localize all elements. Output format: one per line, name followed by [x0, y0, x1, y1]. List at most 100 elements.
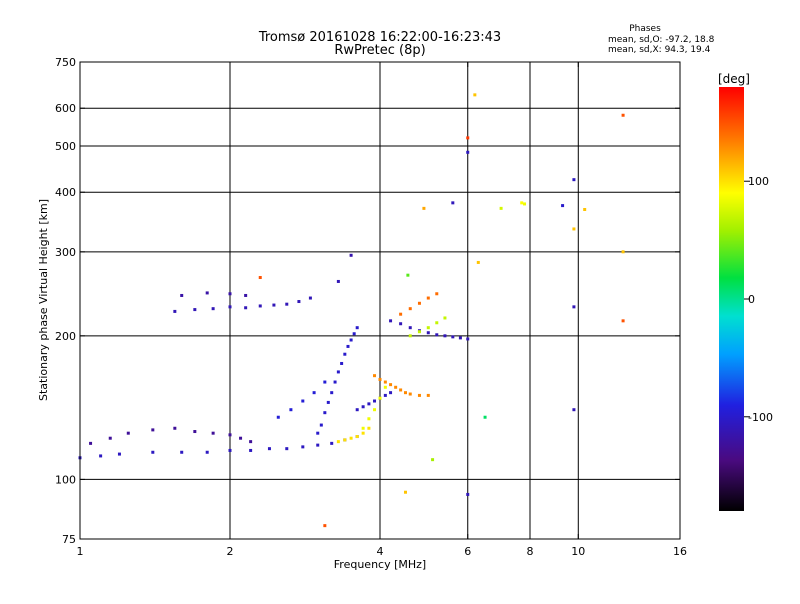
data-point [349, 338, 353, 342]
data-point [180, 293, 184, 297]
colorbar [719, 87, 744, 511]
data-point [483, 415, 487, 419]
data-point [426, 331, 430, 335]
grid [80, 62, 680, 539]
data-point [426, 326, 430, 330]
chart-subtitle: RwPretec (8p) [334, 43, 425, 58]
data-point [258, 276, 262, 280]
data-point [330, 391, 334, 395]
data-point [228, 433, 232, 437]
y-tick-label: 300 [55, 246, 76, 259]
data-point [466, 492, 470, 496]
data-point [336, 440, 340, 444]
data-point [383, 385, 387, 389]
data-point [346, 344, 350, 348]
data-point [435, 321, 439, 325]
data-point [399, 388, 403, 392]
data-point [349, 436, 353, 440]
data-point [352, 332, 356, 336]
data-point [572, 305, 576, 309]
colorbar-label: [deg] [718, 72, 750, 86]
data-point [466, 150, 470, 154]
data-point [520, 201, 524, 205]
data-point [403, 490, 407, 494]
chart-title: Tromsø 20161028 16:22:00-16:23:43 [258, 30, 501, 45]
data-point [99, 454, 103, 458]
data-point [301, 399, 305, 403]
data-point [323, 380, 327, 384]
data-point [458, 336, 462, 340]
x-tick-label: 16 [673, 545, 687, 558]
x-tick-label: 1 [77, 545, 84, 558]
data-point [333, 380, 337, 384]
data-points [78, 93, 625, 528]
data-point [367, 426, 371, 430]
y-tick-label: 100 [55, 473, 76, 486]
data-point [355, 326, 359, 330]
data-point [451, 201, 455, 205]
data-point [361, 426, 365, 430]
data-point [621, 113, 625, 117]
data-point [289, 408, 293, 412]
y-tick-label: 600 [55, 102, 76, 115]
data-point [355, 408, 359, 412]
data-point [267, 447, 271, 451]
data-point [561, 204, 565, 208]
data-point [621, 319, 625, 323]
data-point [466, 136, 470, 140]
data-point [180, 450, 184, 454]
data-point [435, 292, 439, 296]
data-point [373, 374, 377, 378]
data-point [417, 301, 421, 305]
data-point [389, 391, 393, 395]
data-point [367, 402, 371, 406]
data-point [399, 312, 403, 316]
data-point [249, 440, 253, 444]
x-tick-label: 6 [464, 545, 471, 558]
data-point [326, 400, 330, 404]
y-tick-label: 500 [55, 140, 76, 153]
data-point [473, 93, 477, 97]
data-point [443, 316, 447, 320]
data-point [319, 423, 323, 427]
data-point [117, 452, 121, 456]
data-point [349, 253, 353, 257]
colorbar-ticks: 100 0 -100 [744, 175, 773, 424]
data-point [312, 391, 316, 395]
data-point [285, 447, 289, 451]
data-point [336, 370, 340, 374]
x-tick-label: 8 [527, 545, 534, 558]
plot-frame [79, 61, 681, 540]
data-point [378, 377, 382, 381]
data-point [523, 202, 527, 206]
colorbar-tick-label: 0 [748, 293, 755, 306]
data-point [173, 309, 177, 313]
data-point [422, 206, 426, 210]
data-point [151, 450, 155, 454]
colorbar-tick-label: 100 [748, 175, 769, 188]
data-point [451, 335, 455, 339]
data-point [417, 393, 421, 397]
data-point [408, 392, 412, 396]
data-point [249, 448, 253, 452]
data-point [572, 178, 576, 182]
data-point [193, 430, 197, 434]
data-point [89, 441, 93, 445]
y-tick-label: 75 [62, 533, 76, 546]
x-tick-label: 4 [377, 545, 384, 558]
data-point [373, 408, 377, 412]
data-point [336, 279, 340, 283]
data-point [361, 431, 365, 435]
data-point [316, 443, 320, 447]
data-point [476, 260, 480, 264]
data-point [205, 450, 209, 454]
data-point [258, 304, 262, 308]
data-point [389, 319, 393, 323]
data-point [408, 334, 412, 338]
data-point [583, 207, 587, 211]
data-point [435, 333, 439, 337]
data-point [389, 383, 393, 387]
x-tick-label: 10 [571, 545, 585, 558]
data-point [316, 431, 320, 435]
data-point [355, 435, 359, 439]
